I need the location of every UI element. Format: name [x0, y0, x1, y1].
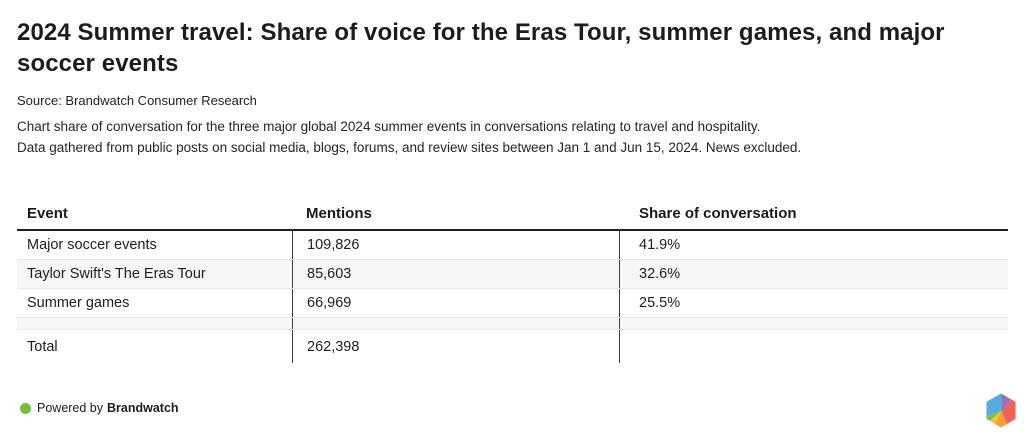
mentions-cell: 109,826	[292, 231, 620, 259]
share-of-voice-table: Event Mentions Share of conversation Maj…	[17, 198, 1008, 363]
total-mentions-cell: 262,398	[292, 330, 620, 363]
page-title-line-1: 2024 Summer travel: Share of voice for t…	[17, 19, 945, 46]
table-spacer-row	[17, 318, 1008, 330]
total-label-cell: Total	[27, 338, 58, 355]
spacer-cell	[292, 318, 620, 329]
table-header-row: Event Mentions Share of conversation	[17, 198, 1008, 231]
brand-name-label: Brandwatch	[107, 401, 179, 415]
share-cell: 25.5%	[639, 295, 681, 311]
description-line-1: Chart share of conversation for the thre…	[17, 119, 761, 134]
brandwatch-dot-icon	[20, 402, 31, 414]
event-cell: Summer games	[27, 295, 130, 311]
logo-facet-coral	[1001, 399, 1016, 424]
mentions-cell: 85,603	[292, 260, 620, 288]
share-cell: 41.9%	[639, 237, 681, 253]
logo-facet-green	[986, 411, 1002, 421]
mentions-cell: 66,969	[292, 289, 620, 317]
share-cell: 32.6%	[639, 266, 681, 282]
logo-facet-blue	[986, 393, 1002, 417]
source-line: Source: Brandwatch Consumer Research	[17, 93, 257, 108]
brandwatch-gem-logo-icon	[986, 393, 1016, 428]
event-cell: Major soccer events	[27, 237, 157, 253]
total-share-cell	[620, 330, 1008, 363]
logo-facet-purple	[1001, 393, 1012, 411]
table-row-major-soccer-events: Major soccer events 109,826 41.9%	[17, 231, 1008, 260]
logo-facet-orange	[994, 411, 1007, 428]
powered-by-label: Powered by	[37, 401, 104, 415]
column-header-mentions: Mentions	[306, 205, 372, 222]
table-body: Major soccer events 109,826 41.9% Taylor…	[17, 231, 1008, 363]
page-title-line-2: soccer events	[17, 50, 179, 77]
column-header-event: Event	[27, 205, 68, 222]
table-total-row: Total 262,398	[17, 330, 1008, 363]
spacer-cell	[620, 318, 1008, 329]
column-header-share: Share of conversation	[639, 205, 797, 222]
powered-by-footer: Powered by Brandwatch	[20, 401, 179, 415]
description-line-2: Data gathered from public posts on socia…	[17, 140, 802, 155]
logo-facet-yellow	[989, 411, 1002, 424]
table-row-summer-games: Summer games 66,969 25.5%	[17, 289, 1008, 318]
event-cell: Taylor Swift's The Eras Tour	[27, 266, 206, 282]
table-row-eras-tour: Taylor Swift's The Eras Tour 85,603 32.6…	[17, 260, 1008, 289]
spacer-cell	[17, 318, 292, 329]
page-title: 2024 Summer travel: Share of voice for t…	[17, 0, 1024, 79]
